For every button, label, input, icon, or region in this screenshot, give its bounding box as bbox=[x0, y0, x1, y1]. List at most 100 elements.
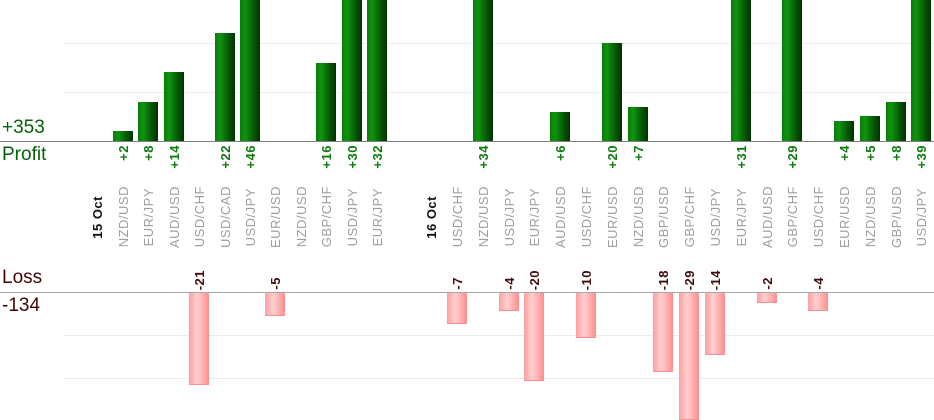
profit-bar bbox=[602, 43, 622, 141]
category-label: GBP/CHF bbox=[681, 186, 697, 248]
gridline-profit-20 bbox=[63, 43, 934, 44]
loss-value-label-band: -4 bbox=[805, 245, 831, 290]
category-label: USD/CHF bbox=[449, 186, 465, 248]
category-label: AUD/USD bbox=[552, 185, 568, 248]
loss-value-label-band: -21 bbox=[186, 245, 212, 290]
profit-bar bbox=[473, 0, 493, 141]
loss-axis-line bbox=[0, 292, 934, 293]
category-label-band: NZD/USD bbox=[288, 183, 314, 251]
profit-value-label: +46 bbox=[242, 145, 258, 169]
profit-value-label-band: +39 bbox=[908, 145, 934, 187]
loss-bar bbox=[679, 293, 699, 420]
profit-bar bbox=[886, 102, 906, 141]
profit-value-label: +4 bbox=[836, 145, 852, 161]
category-label-band: EUR/JPY bbox=[728, 183, 754, 251]
profit-value-label-band: +31 bbox=[728, 145, 754, 187]
category-label-band: GBP/CHF bbox=[313, 183, 339, 251]
loss-value-label-band: -10 bbox=[573, 245, 599, 290]
loss-value-label: -4 bbox=[501, 277, 517, 290]
loss-bar bbox=[499, 293, 519, 311]
profit-value-label-band: +2 bbox=[110, 145, 136, 187]
category-label-band: EUR/USD bbox=[831, 183, 857, 251]
profit-value-label: +5 bbox=[862, 145, 878, 161]
profit-value-label: +32 bbox=[369, 145, 385, 169]
category-label: NZD/USD bbox=[630, 186, 646, 248]
profit-value-label-band: +8 bbox=[883, 145, 909, 187]
category-label: GBP/CHF bbox=[318, 186, 334, 248]
profit-value-label: +6 bbox=[552, 145, 568, 161]
category-label-band: NZD/USD bbox=[625, 183, 651, 251]
category-label-band: USD/CHF bbox=[444, 183, 470, 251]
category-label-band: USD/CAD bbox=[212, 183, 238, 251]
category-label-band: USD/JPY bbox=[908, 183, 934, 251]
category-label-band: EUR/JPY bbox=[521, 183, 547, 251]
date-label-band: 16 Oct bbox=[418, 183, 444, 251]
category-label-band: USD/JPY bbox=[237, 183, 263, 251]
profit-bar bbox=[628, 107, 648, 141]
category-label: EUR/JPY bbox=[526, 187, 542, 247]
loss-value-label-band: -7 bbox=[444, 245, 470, 290]
profit-bar bbox=[138, 102, 158, 141]
profit-value-label: +29 bbox=[784, 145, 800, 169]
profit-value-label: +8 bbox=[888, 145, 904, 161]
category-label-band: EUR/USD bbox=[262, 183, 288, 251]
loss-bar bbox=[189, 293, 209, 385]
profit-axis-title: Profit bbox=[2, 144, 47, 165]
category-label: EUR/JPY bbox=[369, 187, 385, 247]
category-label: AUD/USD bbox=[759, 185, 775, 248]
loss-bar bbox=[447, 293, 467, 324]
category-label: GBP/CHF bbox=[784, 186, 800, 248]
category-label: USD/CHF bbox=[810, 186, 826, 248]
loss-value-label: -5 bbox=[267, 277, 283, 290]
profit-bar bbox=[316, 63, 336, 141]
loss-value-label: -4 bbox=[810, 277, 826, 290]
date-label-band: 15 Oct bbox=[84, 183, 110, 251]
gridline-profit-10 bbox=[63, 92, 934, 93]
category-label: NZD/USD bbox=[475, 186, 491, 248]
category-label-band: USD/CHF bbox=[573, 183, 599, 251]
profit-value-label: +7 bbox=[630, 145, 646, 161]
category-label: EUR/JPY bbox=[733, 187, 749, 247]
category-label: NZD/USD bbox=[115, 186, 131, 248]
category-label-band: AUD/USD bbox=[547, 183, 573, 251]
category-label: NZD/USD bbox=[862, 186, 878, 248]
profit-value-label: +16 bbox=[318, 145, 334, 169]
category-label-band: EUR/JPY bbox=[364, 183, 390, 251]
profit-value-label-band: +29 bbox=[779, 145, 805, 187]
loss-value-label-band: -4 bbox=[496, 245, 522, 290]
category-label: USD/JPY bbox=[344, 187, 360, 247]
loss-total-value: -134 bbox=[2, 295, 41, 316]
profit-value-label: +8 bbox=[140, 145, 156, 161]
category-label: AUD/USD bbox=[166, 185, 182, 248]
category-label-band: EUR/USD bbox=[599, 183, 625, 251]
profit-bar bbox=[860, 116, 880, 141]
category-label-band: NZD/USD bbox=[857, 183, 883, 251]
profit-bar bbox=[550, 112, 570, 141]
loss-value-label-band: -29 bbox=[676, 245, 702, 290]
profit-value-label-band: +34 bbox=[470, 145, 496, 187]
category-label-band: GBP/CHF bbox=[779, 183, 805, 251]
profit-value-label: +31 bbox=[733, 145, 749, 169]
profit-value-label-band: +16 bbox=[313, 145, 339, 187]
loss-value-label-band: -20 bbox=[521, 245, 547, 290]
loss-value-label: -21 bbox=[191, 269, 207, 290]
loss-value-label: -10 bbox=[578, 269, 594, 290]
loss-bar bbox=[653, 293, 673, 372]
loss-bar bbox=[524, 293, 544, 381]
category-label: USD/JPY bbox=[707, 187, 723, 247]
loss-value-label: -18 bbox=[655, 269, 671, 290]
profit-bar bbox=[782, 0, 802, 141]
profit-bar bbox=[164, 72, 184, 141]
profit-value-label-band: +4 bbox=[831, 145, 857, 187]
profit-bar bbox=[113, 131, 133, 141]
profit-value-label: +22 bbox=[217, 145, 233, 169]
category-label: EUR/USD bbox=[604, 185, 620, 248]
category-label: USD/JPY bbox=[242, 187, 258, 247]
category-label: EUR/JPY bbox=[140, 187, 156, 247]
profit-value-label-band: +8 bbox=[135, 145, 161, 187]
profit-value-label-band: +46 bbox=[237, 145, 263, 187]
category-label-band: AUD/USD bbox=[754, 183, 780, 251]
category-label: USD/JPY bbox=[501, 187, 517, 247]
loss-value-label-band: -2 bbox=[754, 245, 780, 290]
